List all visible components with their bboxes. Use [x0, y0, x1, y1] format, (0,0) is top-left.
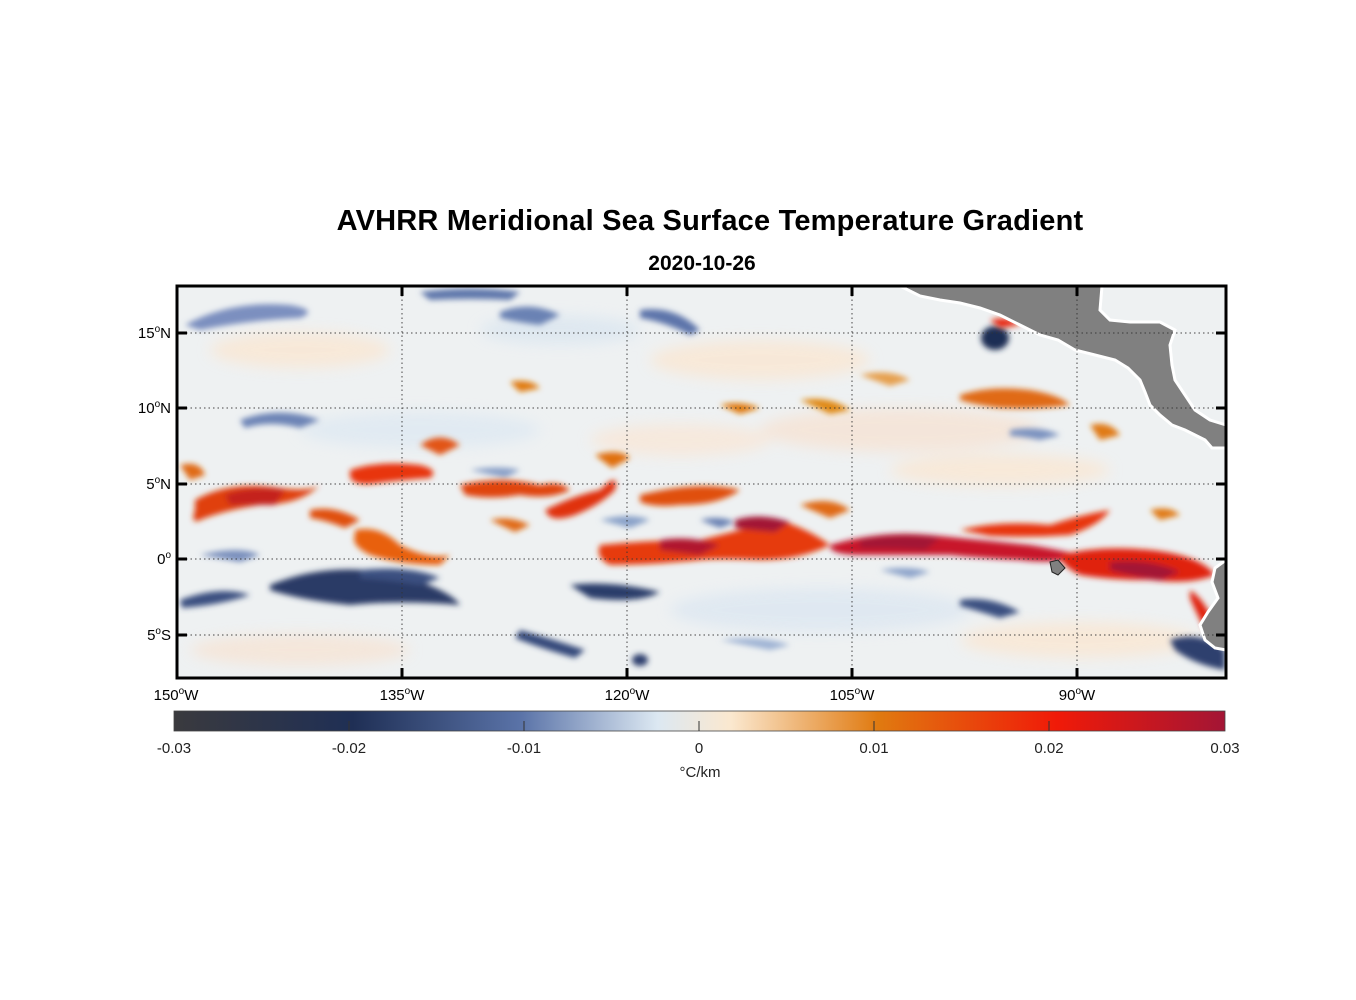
lat-label-15n: 15oN	[137, 324, 171, 342]
land-mass	[899, 284, 1228, 652]
lon-label-90w: 90oW	[1058, 686, 1096, 704]
colorbar-tick-label: 0.02	[1034, 740, 1064, 757]
lon-label-150w: 150oW	[153, 686, 199, 704]
colorbar-tick-label: -0.02	[331, 740, 367, 757]
lat-label-5s: 5oS	[147, 626, 171, 644]
colorbar-tick-label: -0.03	[156, 740, 192, 757]
colorbar-unit-label: °C/km	[679, 764, 721, 781]
lat-label-10n: 10oN	[137, 399, 171, 417]
lon-label-135w: 135oW	[379, 686, 425, 704]
sst-gradient-field	[177, 286, 1226, 678]
lat-label-0: 0o	[157, 550, 171, 568]
colorbar-tick-label: -0.01	[506, 740, 542, 757]
map-date: 2020-10-26	[648, 252, 756, 275]
lon-label-120w: 120oW	[604, 686, 650, 704]
lon-label-105w: 105oW	[829, 686, 875, 704]
lat-label-5n: 5oN	[146, 475, 171, 493]
colorbar-ticks	[348, 721, 1050, 731]
graticule	[177, 286, 1226, 678]
map-frame	[175, 284, 1228, 680]
axis-ticks	[177, 286, 1226, 678]
colorbar-tick-label: 0	[694, 740, 704, 757]
map-title: AVHRR Meridional Sea Surface Temperature…	[336, 205, 1084, 237]
colorbar-tick-label: 0.01	[859, 740, 889, 757]
colorbar-tick-label: 0.03	[1210, 740, 1240, 757]
